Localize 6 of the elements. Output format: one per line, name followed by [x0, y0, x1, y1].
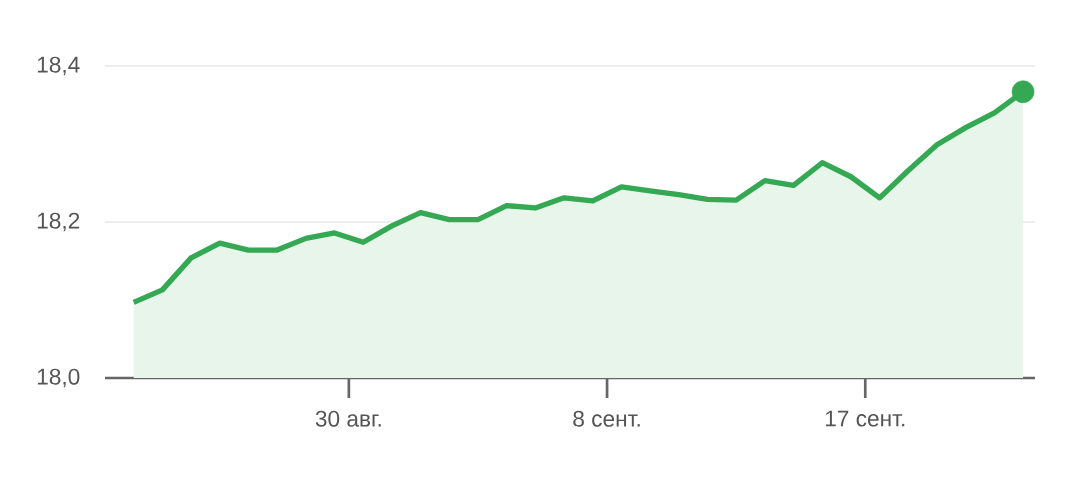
x-tick-label: 8 сент. [573, 410, 640, 427]
y-tick-label: 18,0 [37, 368, 80, 388]
x-tick-label: 17 сент. [825, 410, 905, 427]
y-tick-label: 18,2 [37, 212, 80, 232]
x-tick-label: 30 авг. [315, 410, 381, 427]
y-tick-label: 18,4 [37, 56, 80, 76]
